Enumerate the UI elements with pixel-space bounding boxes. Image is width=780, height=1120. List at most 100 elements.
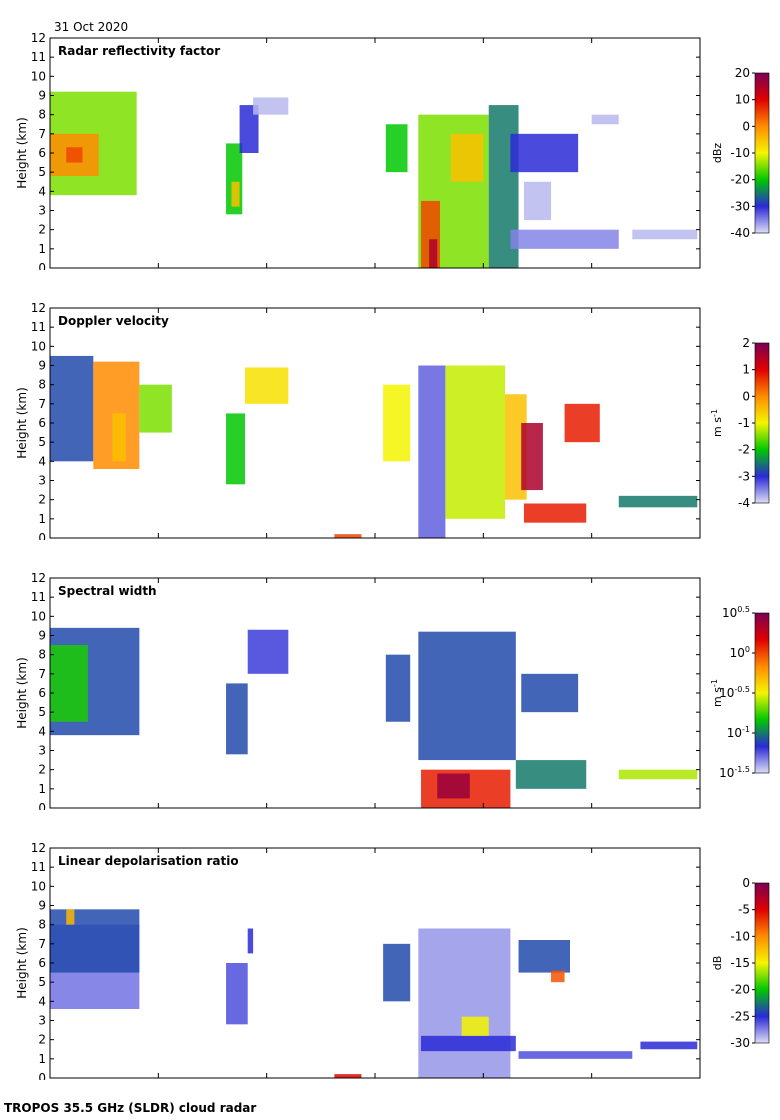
y-tick-label: 2: [38, 1033, 46, 1047]
y-tick-label: 11: [31, 590, 46, 604]
y-tick-label: 7: [38, 667, 46, 681]
y-tick-label: 7: [38, 127, 46, 141]
colorbar-tick-label: -5: [738, 903, 750, 917]
colorbar-tick-label: -4: [738, 496, 750, 510]
colorbar-tick-label: -25: [730, 1009, 750, 1023]
colorbar-tick-label: 10: [735, 93, 750, 107]
data-cell: [112, 413, 126, 462]
data-cell: [385, 654, 411, 722]
data-cell: [450, 133, 484, 182]
colorbar-tick-label: -20: [730, 173, 750, 187]
plot-area: [50, 848, 700, 1078]
plot-area: [50, 578, 700, 808]
data-cell: [421, 1035, 516, 1052]
data-cell: [385, 124, 408, 173]
y-tick-label: 12: [31, 571, 46, 585]
y-tick-label: 2: [38, 763, 46, 777]
colorbar: [754, 342, 770, 504]
y-tick-label: 5: [38, 435, 46, 449]
data-cell: [461, 1016, 489, 1036]
data-cell: [523, 503, 587, 523]
y-tick-label: 8: [38, 918, 46, 932]
data-cell: [521, 673, 579, 713]
colorbar-tick-sup: 0: [745, 645, 750, 654]
colorbar-label: m s-1: [710, 679, 724, 707]
y-axis-label: Height (km): [15, 927, 29, 998]
y-tick-label: 5: [38, 705, 46, 719]
data-cell: [231, 181, 240, 207]
chart-title: Doppler velocity: [58, 314, 169, 328]
colorbar-tick-label: -40: [730, 226, 750, 240]
data-cells: [50, 909, 698, 1078]
data-cell: [521, 423, 543, 491]
data-cell: [239, 105, 259, 153]
data-cell: [383, 943, 411, 1002]
y-tick-label: 1: [38, 512, 46, 526]
colorbar: [754, 882, 770, 1044]
data-cell: [139, 384, 172, 433]
colorbar-label-sup: -1: [710, 679, 719, 687]
colorbar-tick-label: -10: [730, 146, 750, 160]
data-cells: [50, 355, 698, 538]
y-tick-label: 4: [38, 994, 46, 1008]
colorbar-tick-label: 100.5: [722, 605, 750, 620]
data-cell: [618, 769, 698, 780]
colorbar-tick-sup: -0.5: [734, 685, 750, 694]
y-tick-label: 0: [38, 801, 46, 810]
data-cell: [253, 97, 289, 115]
data-cell: [618, 495, 698, 508]
colorbar-label: m s-1: [710, 409, 724, 437]
y-tick-label: 7: [38, 937, 46, 951]
y-tick-label: 6: [38, 686, 46, 700]
data-cell: [510, 229, 619, 249]
data-cell: [226, 683, 248, 755]
y-axis-label: Height (km): [15, 657, 29, 728]
y-tick-label: 4: [38, 184, 46, 198]
y-tick-label: 10: [31, 339, 46, 353]
y-tick-label: 6: [38, 146, 46, 160]
chart-title: Radar reflectivity factor: [58, 44, 220, 58]
y-tick-label: 0: [38, 261, 46, 270]
footer-label: TROPOS 35.5 GHz (SLDR) cloud radar: [4, 1101, 257, 1115]
y-tick-label: 5: [38, 165, 46, 179]
y-tick-label: 6: [38, 416, 46, 430]
data-cell: [591, 114, 619, 125]
data-cell: [564, 403, 600, 443]
data-cell: [445, 365, 505, 519]
colorbar-tick-label: -1: [738, 416, 750, 430]
colorbar-tick-label: -15: [730, 956, 750, 970]
date-label: 31 Oct 2020: [54, 20, 129, 34]
y-tick-label: 3: [38, 744, 46, 758]
y-tick-label: 8: [38, 108, 46, 122]
colorbar-tick-sup: -1.5: [734, 765, 750, 774]
colorbar-tick-label: -2: [738, 443, 750, 457]
y-tick-label: 11: [31, 50, 46, 64]
data-cells: [50, 627, 698, 808]
colorbar-label: dB: [711, 956, 724, 971]
data-cell: [523, 181, 552, 221]
colorbar: [754, 612, 770, 774]
panel-reflectivity: Radar reflectivity factor012345678910111…: [15, 31, 770, 270]
y-tick-label: 3: [38, 204, 46, 218]
y-tick-label: 8: [38, 648, 46, 662]
colorbar-tick-label: 10-1.5: [719, 765, 750, 780]
y-tick-label: 6: [38, 956, 46, 970]
colorbar-tick-label: 2: [742, 336, 750, 350]
y-tick-label: 12: [31, 31, 46, 45]
colorbar: [754, 72, 770, 234]
y-tick-label: 7: [38, 397, 46, 411]
chart-title: Linear depolarisation ratio: [58, 854, 239, 868]
y-tick-label: 1: [38, 242, 46, 256]
data-cells: [50, 91, 698, 269]
colorbar-label: dBz: [711, 143, 724, 164]
colorbar-tick-sup: 0.5: [737, 605, 750, 614]
data-cell: [226, 963, 248, 1025]
y-tick-label: 12: [31, 301, 46, 315]
colorbar-tick-label: -10: [730, 929, 750, 943]
colorbar-tick-label: 10-1: [727, 725, 750, 740]
y-tick-label: 2: [38, 493, 46, 507]
data-cell: [66, 909, 75, 925]
data-cell: [334, 1074, 362, 1078]
colorbar-tick-label: -20: [730, 983, 750, 997]
colorbar-label-sup: -1: [710, 409, 719, 417]
